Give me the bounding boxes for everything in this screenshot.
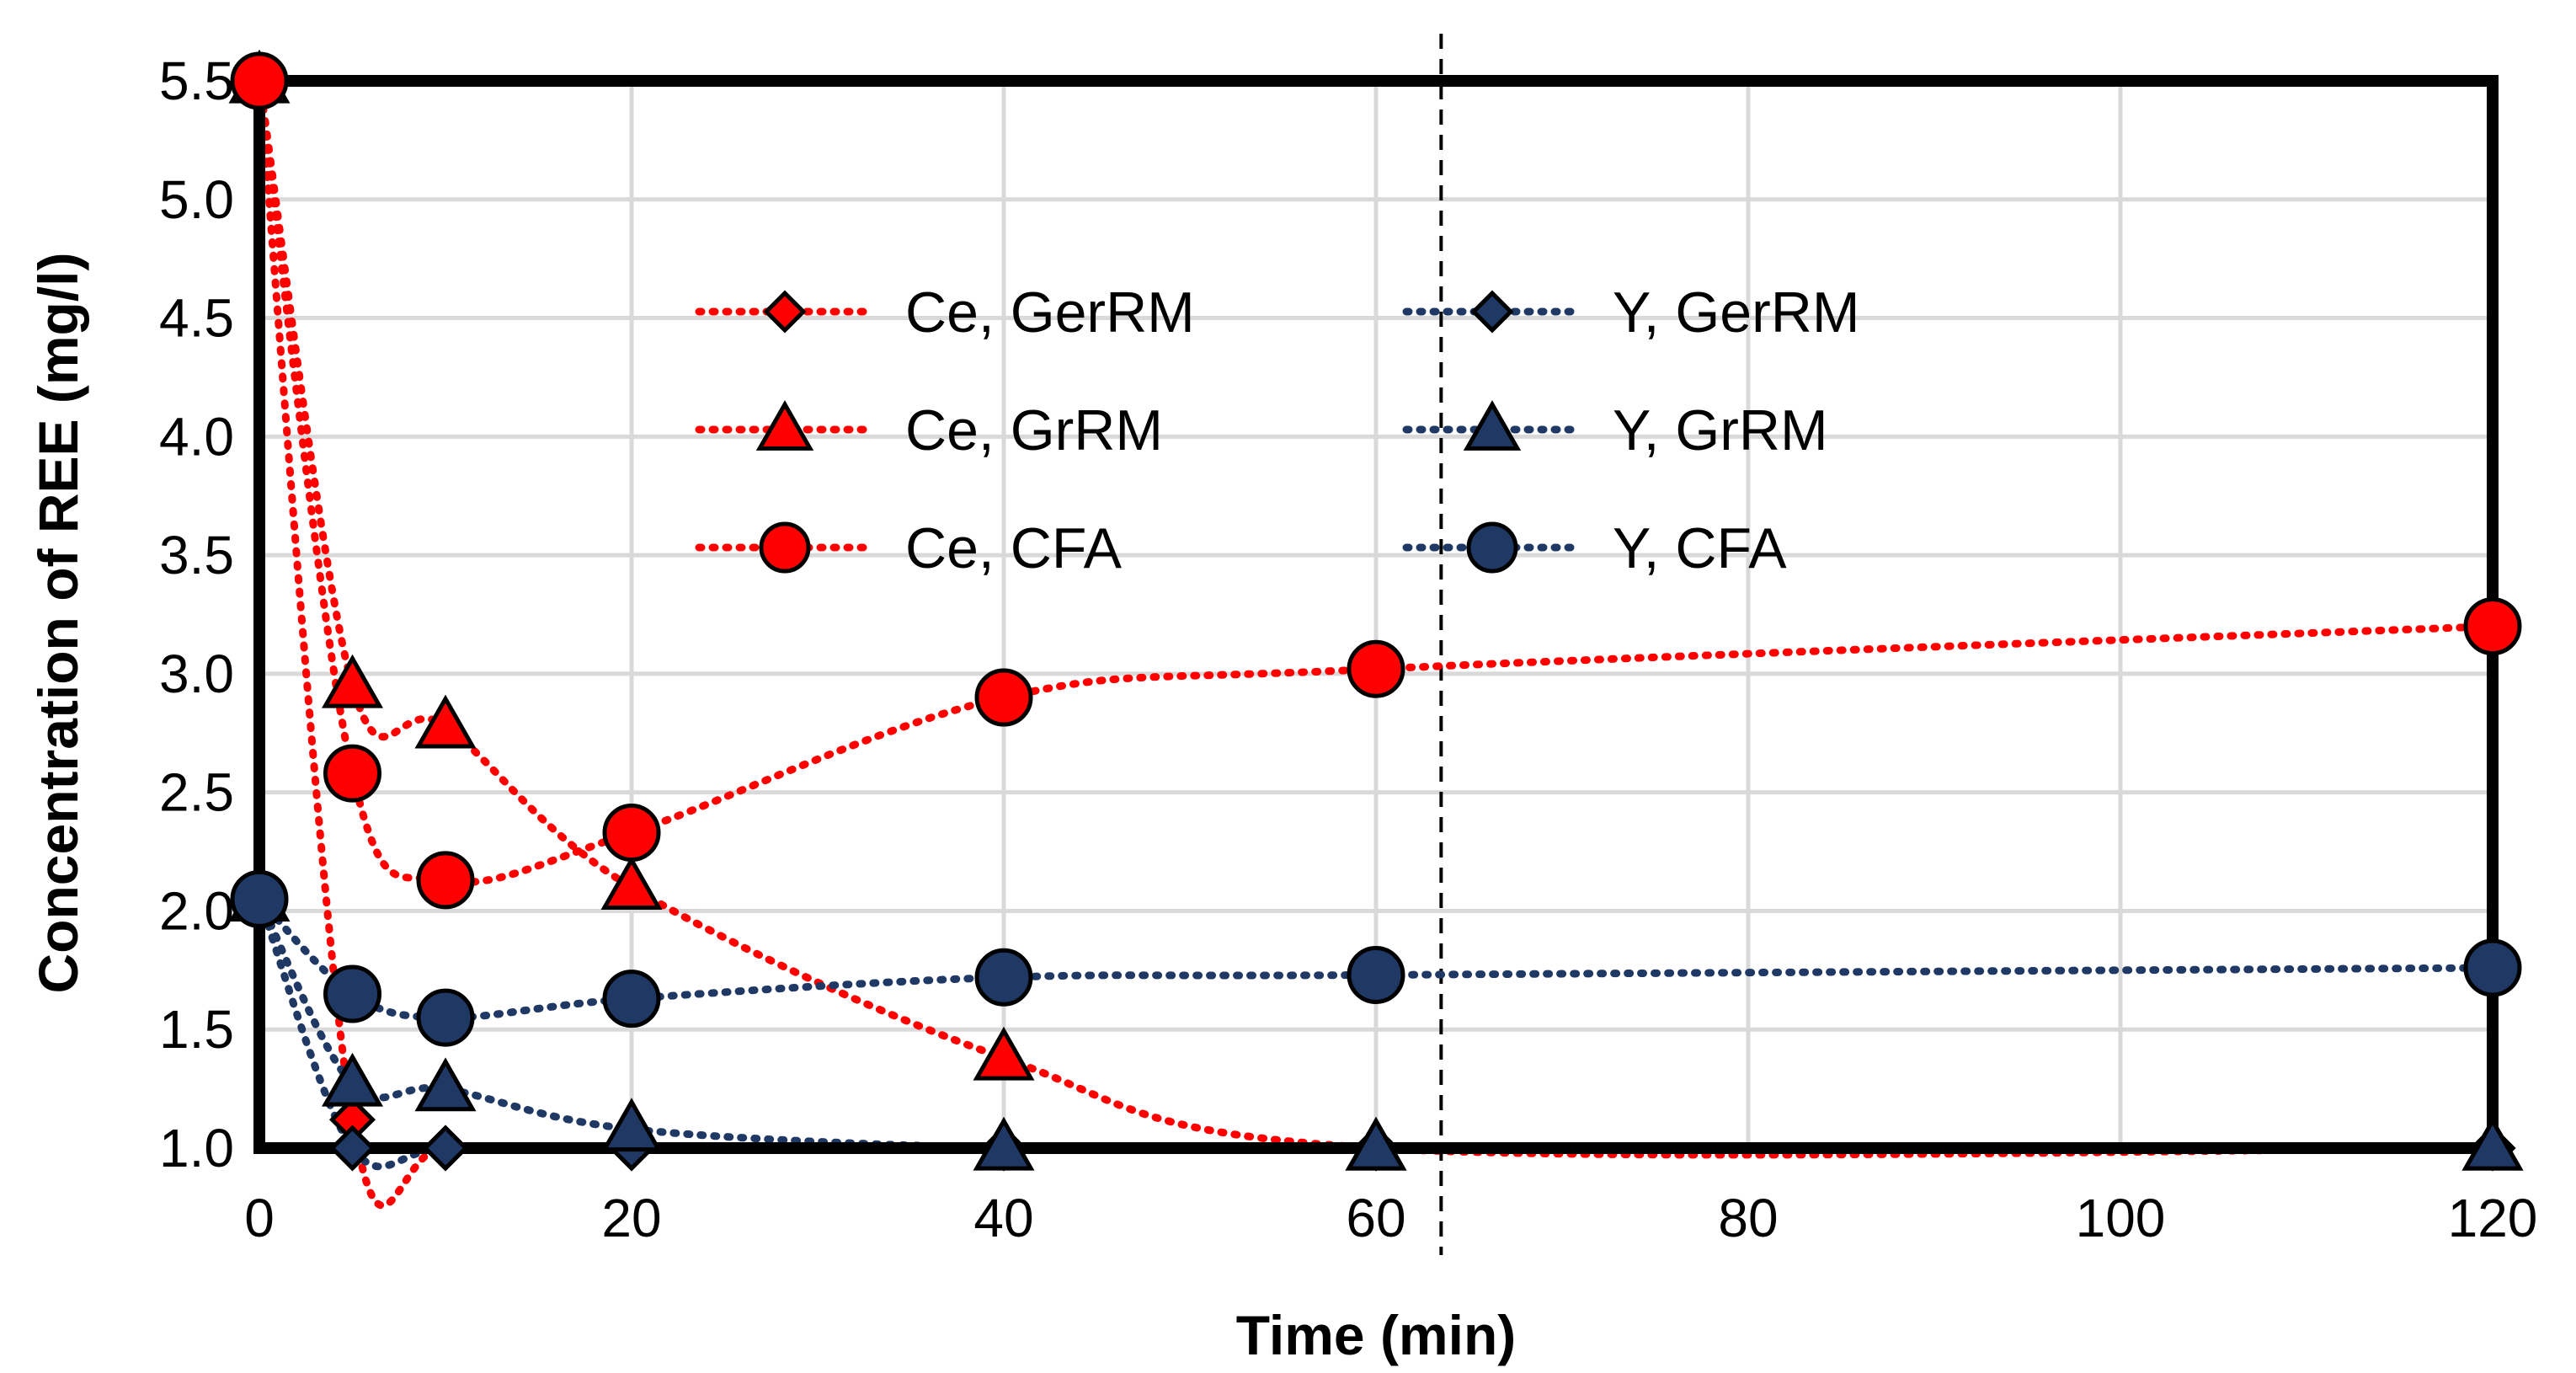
x-axis-title: Time (min) [1236,1304,1516,1366]
x-tick-label: 60 [1346,1188,1405,1248]
data-point-y-gerrm [328,1125,376,1172]
y-tick-label: 3.5 [159,525,234,585]
data-point-y-grrm [1345,1116,1407,1171]
legend-marker [759,521,811,574]
series-line-ce-grrm [255,77,2497,1159]
data-point-y-cfa [1347,945,1405,1004]
data-point-y-grrm [600,1098,663,1152]
legend-item-ce-cfa: Ce, CFA [695,516,1123,580]
data-point-ce-grrm [973,1026,1035,1081]
data-point-y-grrm [414,1057,477,1112]
series-line-y-cfa [255,895,2497,1022]
data-point-y-grrm [2461,1116,2524,1171]
legend-item-y-cfa: Y, CFA [1402,516,1787,580]
legend-label: Ce, GerRM [905,280,1195,345]
legend-label: Ce, CFA [905,516,1123,580]
y-tick-label: 2.0 [159,880,234,941]
x-tick-label: 80 [1718,1188,1778,1248]
data-point-y-cfa [974,948,1033,1007]
legend-marker [1463,400,1522,451]
data-point-y-grrm [973,1116,1035,1171]
x-tick-label: 120 [2448,1188,2538,1248]
y-axis-title: Concentration of REE (mg/l) [27,253,89,994]
data-point-ce-cfa [323,744,381,803]
y-tick-label: 4.5 [159,288,234,349]
legend-marker [1470,290,1514,334]
y-tick-label: 1.5 [159,999,234,1060]
legend-item-ce-grrm: Ce, GrRM [695,398,1163,462]
legend-label: Y, GrRM [1613,398,1828,462]
legend-label: Ce, GrRM [905,398,1163,462]
data-point-ce-cfa [416,851,475,910]
data-point-y-cfa [323,964,381,1023]
data-point-ce-grrm [414,694,477,749]
data-point-ce-cfa [1347,639,1405,698]
data-point-ce-cfa [230,51,289,110]
y-tick-label: 3.0 [159,644,234,704]
data-point-y-cfa [230,869,289,928]
x-tick-label: 20 [601,1188,661,1248]
x-tick-label: 100 [2076,1188,2166,1248]
x-tick-label: 40 [973,1188,1033,1248]
legend: Ce, GerRM Ce, GrRM Ce, CFA Y, GerRM Y, GrRM Y… [695,280,1859,580]
legend-item-ce-gerrm: Ce, GerRM [695,280,1195,345]
legend-marker [755,400,814,451]
data-point-y-cfa [416,988,475,1047]
data-point-ce-cfa [2463,597,2522,656]
y-tick-label: 4.0 [159,406,234,467]
legend-marker [1466,521,1518,574]
marker-layer [228,49,2524,1172]
legend-marker [763,290,807,334]
legend-item-y-grrm: Y, GrRM [1402,398,1828,462]
x-tick-label: 0 [244,1188,275,1248]
legend-label: Y, CFA [1613,516,1787,580]
tick-labels: 1.0 1.5 2.0 2.5 3.0 3.5 4.0 4.5 5.0 5.5 0 20 40 60 80 1… [159,51,2537,1248]
data-point-y-grrm [321,1052,384,1107]
data-point-ce-cfa [974,668,1033,727]
y-tick-label: 1.0 [159,1118,234,1178]
data-point-y-cfa [2463,938,2522,997]
data-point-ce-grrm [600,856,663,910]
y-tick-label: 5.0 [159,169,234,230]
y-tick-label: 2.5 [159,762,234,823]
data-point-ce-grrm [321,654,384,708]
data-point-y-cfa [602,970,661,1028]
legend-label: Y, GerRM [1613,280,1859,345]
legend-item-y-gerrm: Y, GerRM [1402,280,1859,345]
data-point-y-gerrm [422,1125,469,1172]
y-tick-label: 5.5 [159,51,234,111]
data-point-ce-cfa [602,804,661,863]
